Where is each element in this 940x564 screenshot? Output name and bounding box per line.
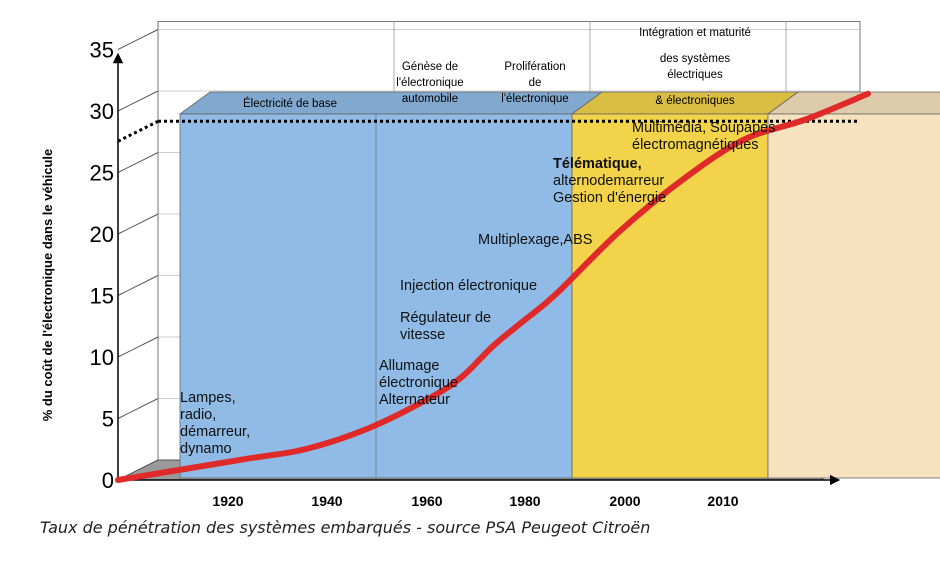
figure-caption: Taux de pénétration des systèmes embarqu…	[40, 518, 651, 537]
y-tick-label: 35	[90, 38, 114, 63]
annotation-line: Alternateur	[379, 392, 450, 408]
era-label: Électricité de base	[243, 97, 337, 110]
annotation-injection: Injection électronique	[400, 278, 537, 294]
annotation-line: vitesse	[400, 327, 445, 343]
y-tick-label: 10	[90, 345, 114, 370]
annotation-line: Gestion d'énergie	[553, 190, 666, 206]
era-label-line: Prolifération	[504, 61, 565, 73]
reference-line-segment	[117, 119, 159, 143]
grid-line	[117, 275, 159, 296]
x-tick-label: 1980	[509, 493, 540, 509]
y-tick-label: 30	[90, 99, 114, 124]
y-axis-label: % du coût de l'électronique dans le véhi…	[40, 149, 55, 422]
annotation-line: Télématique,	[553, 156, 642, 172]
annotation-regulateur: Régulateur de vitesse	[400, 310, 491, 343]
annotation-line: alternodemarreur	[553, 173, 664, 189]
era-label-line: électriques	[667, 69, 723, 81]
y-tick-label: 20	[90, 222, 114, 247]
era-block	[178, 91, 604, 479]
y-tick-labels: 0 5 10 15 20 25 30 35	[90, 38, 114, 494]
y-tick-label: 5	[102, 407, 114, 432]
era-label: Prolifération de l'électronique	[501, 61, 568, 105]
era-label: Intégration et maturité des systèmes élect…	[639, 27, 751, 107]
x-tick-label: 2000	[609, 493, 640, 509]
x-tick-label: 1920	[212, 493, 243, 509]
era-label: Génèse de l'électronique automobile	[396, 61, 463, 105]
x-tick-label: 2010	[707, 493, 738, 509]
annotation-lampes: Lampes, radio, démarreur, dynamo	[180, 390, 250, 457]
grid-line	[117, 398, 159, 419]
series-line	[115, 90, 871, 483]
grid-line	[117, 29, 159, 50]
annotation-line: Injection électronique	[400, 278, 537, 294]
grid-line	[117, 90, 159, 112]
grid-line	[117, 213, 159, 235]
annotation-allumage: Allumage électronique Alternateur	[379, 358, 458, 408]
reference-line	[117, 119, 860, 143]
x-tick-labels: 1920 1940 1960 1980 2000 2010	[212, 493, 738, 509]
x-tick-label: 1960	[411, 493, 442, 509]
era-label-line: & électroniques	[655, 95, 735, 107]
annotation-line: électronique	[379, 375, 458, 391]
annotation-line: Allumage	[379, 358, 439, 374]
grid-line	[117, 336, 159, 358]
era-blocks: Électricité de base Génèse de l'électroniq…	[178, 27, 940, 479]
era-label-line: Génèse de	[402, 61, 458, 73]
annotation-line: Lampes,	[180, 390, 236, 406]
annotation-line: Régulateur de	[400, 310, 491, 326]
era-label-line: l'électronique	[396, 77, 463, 89]
era-label-line: automobile	[402, 93, 458, 105]
annotation-multimedia: Multimédia, Soupapes électromagnétiques	[632, 120, 775, 153]
era-label-line: des systèmes	[660, 53, 731, 65]
era-block	[570, 91, 800, 479]
annotation-line: électromagnétiques	[632, 137, 759, 153]
annotation-line: Multiplexage,ABS	[478, 232, 592, 248]
era-label-line: de	[529, 77, 542, 89]
era-block	[766, 91, 940, 479]
annotation-multiplexage: Multiplexage,ABS	[478, 232, 592, 248]
annotation-line: Multimédia, Soupapes	[632, 120, 775, 136]
annotation-telematique: Télématique, alternodemarreur Gestion d'én…	[553, 156, 666, 206]
annotation-line: radio,	[180, 407, 216, 423]
annotation-line: dynamo	[180, 441, 232, 457]
x-tick-label: 1940	[311, 493, 342, 509]
y-tick-label: 15	[90, 284, 114, 309]
y-tick-label: 0	[102, 468, 114, 493]
y-tick-label: 25	[90, 161, 114, 186]
era-label-line: Électricité de base	[243, 97, 337, 110]
era-label-line: l'électronique	[501, 93, 568, 105]
grid-line	[117, 152, 159, 173]
era-label-line: Intégration et maturité	[639, 27, 751, 39]
annotation-line: démarreur,	[180, 424, 250, 440]
